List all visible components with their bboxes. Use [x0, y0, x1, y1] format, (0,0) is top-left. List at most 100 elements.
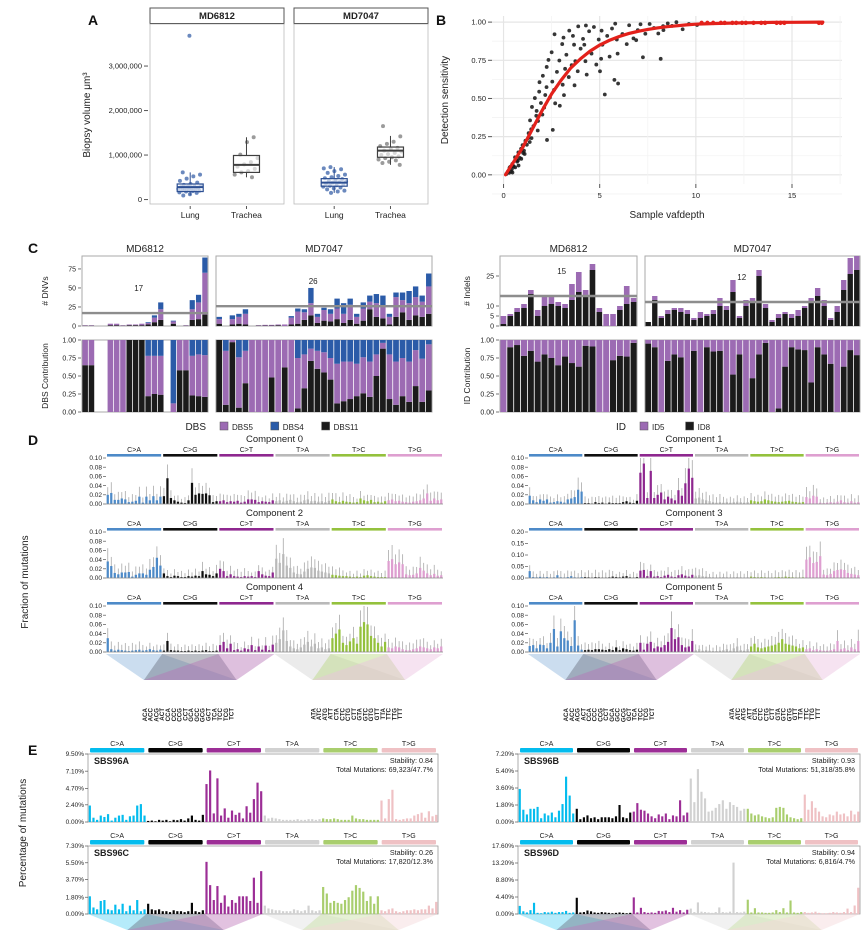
svg-text:C>G: C>G — [183, 447, 198, 454]
svg-text:Trachea: Trachea — [375, 210, 406, 220]
svg-text:7.20%: 7.20% — [496, 751, 515, 758]
svg-text:CCG: CCG — [597, 708, 604, 722]
svg-text:TTC: TTC — [803, 707, 810, 720]
legend-swatch — [270, 421, 280, 431]
svg-text:Component 3: Component 3 — [665, 508, 722, 519]
svg-text:C>A: C>A — [110, 833, 124, 840]
svg-text:C>T: C>T — [654, 833, 668, 840]
svg-text:T>A: T>A — [286, 741, 299, 748]
svg-text:10: 10 — [692, 191, 700, 200]
svg-text:CCT: CCT — [182, 708, 189, 721]
axis-fan — [312, 654, 443, 680]
axis-fan — [727, 914, 860, 930]
svg-text:Fraction of mutations: Fraction of mutations — [20, 535, 31, 628]
svg-text:17.60%: 17.60% — [492, 843, 514, 850]
svg-text:TCC: TCC — [217, 707, 224, 720]
svg-text:C>G: C>G — [596, 833, 611, 840]
svg-text:GTG: GTG — [368, 708, 375, 722]
svg-text:DBS5: DBS5 — [232, 423, 253, 432]
svg-text:C>A: C>A — [127, 447, 141, 454]
svg-text:MD6812: MD6812 — [550, 244, 588, 255]
svg-text:0.75: 0.75 — [480, 356, 494, 363]
svg-text:CTA: CTA — [752, 707, 759, 720]
svg-text:T>A: T>A — [711, 741, 724, 748]
svg-text:# Indels: # Indels — [462, 276, 472, 306]
svg-text:CCG: CCG — [177, 708, 184, 722]
svg-text:0.02: 0.02 — [89, 492, 102, 499]
svg-text:0.00%: 0.00% — [496, 819, 515, 826]
svg-text:GCA: GCA — [188, 707, 195, 721]
signature-name: SBS96B — [524, 756, 560, 766]
svg-text:CTG: CTG — [763, 708, 770, 721]
svg-text:CTG: CTG — [345, 708, 352, 721]
svg-text:5.50%: 5.50% — [66, 860, 85, 867]
svg-text:7.10%: 7.10% — [66, 768, 85, 775]
svg-text:0.10: 0.10 — [511, 455, 524, 462]
svg-text:C>T: C>T — [240, 521, 254, 528]
svg-text:C>G: C>G — [168, 741, 183, 748]
svg-text:Component 1: Component 1 — [665, 434, 722, 445]
svg-text:ACT: ACT — [580, 708, 587, 721]
svg-text:0.06: 0.06 — [89, 548, 102, 555]
svg-text:ACA: ACA — [563, 707, 570, 721]
facet-MD7047: MD7047 Lung Trachea — [293, 7, 429, 220]
svg-text:0.02: 0.02 — [511, 492, 524, 499]
svg-text:T>C: T>C — [768, 741, 781, 748]
svg-text:9.50%: 9.50% — [66, 751, 85, 758]
svg-text:0.04: 0.04 — [511, 483, 524, 490]
svg-text:ATA: ATA — [729, 707, 736, 719]
svg-text:75: 75 — [68, 266, 76, 273]
svg-text:T>G: T>G — [825, 595, 839, 602]
axis-fan — [263, 914, 399, 930]
svg-text:1.00: 1.00 — [62, 338, 76, 345]
svg-text:TTT: TTT — [815, 708, 822, 720]
total-mutations-text: Total Mutations: 6,816/4.7% — [766, 857, 855, 866]
svg-text:0.00: 0.00 — [511, 501, 524, 508]
svg-text:CCC: CCC — [171, 707, 178, 721]
svg-text:T>C: T>C — [344, 741, 357, 748]
svg-text:ID5: ID5 — [652, 423, 665, 432]
svg-text:# DNVs: # DNVs — [40, 276, 50, 305]
svg-text:GCG: GCG — [620, 708, 627, 722]
svg-text:T>G: T>G — [825, 447, 839, 454]
svg-text:10: 10 — [486, 304, 494, 311]
svg-text:CTT: CTT — [769, 708, 776, 720]
svg-text:DBS4: DBS4 — [283, 423, 304, 432]
svg-text:Detection sensitivity: Detection sensitivity — [440, 56, 451, 144]
svg-text:ID Contribution: ID Contribution — [462, 347, 472, 404]
svg-text:MD6812: MD6812 — [126, 244, 164, 255]
svg-text:0.20: 0.20 — [511, 529, 524, 536]
svg-text:0.00%: 0.00% — [66, 819, 85, 826]
svg-text:0.00: 0.00 — [480, 410, 494, 417]
svg-text:GCG: GCG — [200, 708, 207, 722]
svg-text:T>C: T>C — [770, 447, 783, 454]
svg-text:0.00%: 0.00% — [496, 911, 515, 918]
svg-text:0.02: 0.02 — [89, 640, 102, 647]
axis-fan — [106, 654, 237, 680]
panel-label-d: D — [28, 432, 39, 448]
axis-fan — [689, 914, 822, 930]
svg-text:GTT: GTT — [374, 708, 381, 721]
svg-text:TTA: TTA — [380, 707, 387, 719]
svg-text:0.06: 0.06 — [89, 474, 102, 481]
svg-text:T>G: T>G — [408, 595, 422, 602]
svg-text:C>A: C>A — [549, 521, 563, 528]
svg-text:12: 12 — [737, 273, 746, 282]
svg-text:GTA: GTA — [775, 707, 782, 720]
svg-text:1.80%: 1.80% — [496, 802, 515, 809]
svg-text:C>A: C>A — [127, 595, 141, 602]
svg-text:T>G: T>G — [408, 521, 422, 528]
svg-text:C>T: C>T — [227, 833, 241, 840]
panel-d-components: Fraction of mutations Component 0 C>A C>G C>… — [20, 434, 860, 722]
svg-text:0.04: 0.04 — [89, 483, 102, 490]
svg-text:0.06: 0.06 — [89, 622, 102, 629]
svg-text:C>T: C>T — [227, 741, 241, 748]
stability-text: Stability: 0.93 — [812, 756, 855, 765]
svg-text:0.08: 0.08 — [89, 612, 102, 619]
axis-fan — [127, 914, 263, 930]
svg-text:ACA: ACA — [142, 707, 149, 721]
panel-b-scatter: Detection sensitivity Sample vafdepth 0.00… — [440, 16, 842, 221]
svg-text:ACG: ACG — [153, 708, 160, 722]
svg-text:15: 15 — [557, 267, 566, 276]
